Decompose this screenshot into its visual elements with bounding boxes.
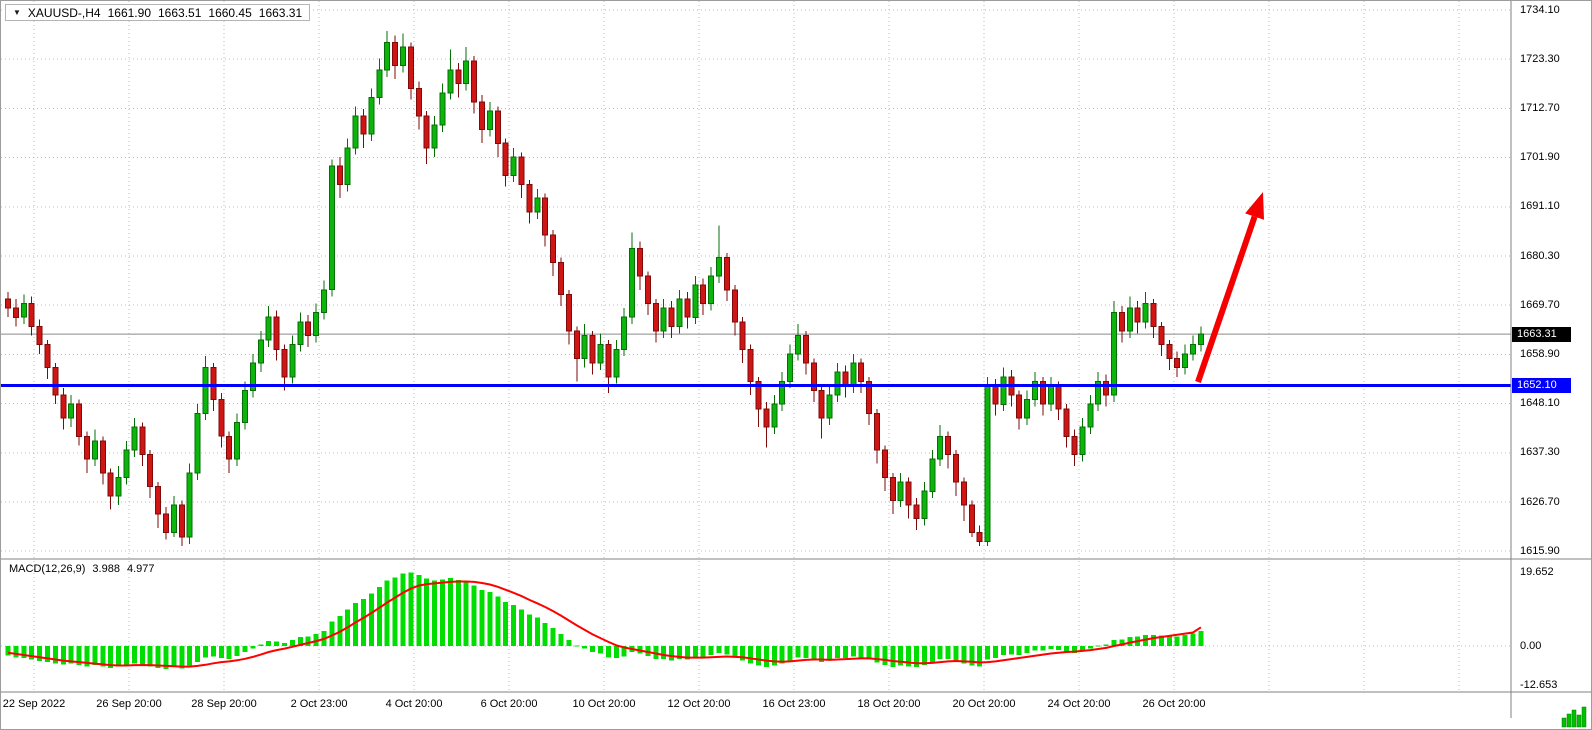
price-axis-label: 1734.10 <box>1520 3 1560 16</box>
macd-signal-line <box>7 580 1202 668</box>
price-axis-label: 1712.70 <box>1520 101 1560 114</box>
macd-indicator-legend: MACD(12,26,9) 3.988 4.977 <box>9 563 154 575</box>
date-axis-label: 20 Oct 20:00 <box>952 698 1016 710</box>
date-axis-label: 24 Oct 20:00 <box>1047 698 1111 710</box>
candles-series <box>5 31 1204 547</box>
price-axis-label: 1615.90 <box>1520 544 1560 557</box>
price-axis-label: 1691.10 <box>1520 200 1560 213</box>
macd-signal-value: 4.977 <box>126 563 155 575</box>
price-axis-label: 1658.90 <box>1520 347 1560 360</box>
grid-lines <box>1 1 1511 692</box>
macd-main-value: 3.988 <box>92 563 120 575</box>
trend-arrow-annotation[interactable] <box>1195 192 1264 383</box>
support-line-price-tag: 1652.10 <box>1512 378 1571 393</box>
price-axis-label: 1680.30 <box>1520 249 1560 262</box>
date-axis-label: 6 Oct 20:00 <box>480 698 538 710</box>
open-value: 1661.90 <box>107 5 151 20</box>
date-axis-label: 28 Sep 20:00 <box>191 698 257 710</box>
price-axis-label: 1669.70 <box>1520 298 1560 311</box>
legend-collapse-icon[interactable]: ▼ <box>13 8 21 17</box>
date-axis-label: 22 Sep 2022 <box>2 698 66 710</box>
macd-name-label: MACD(12,26,9) <box>9 563 86 575</box>
price-axis-label: 1648.10 <box>1520 397 1560 410</box>
price-axis[interactable]: 1734.10 1723.30 1712.70 1701.90 1691.10 1680.… <box>1511 1 1591 718</box>
macd-axis-label: 19.652 <box>1520 565 1554 578</box>
time-axis[interactable]: 22 Sep 2022 26 Sep 20:00 28 Sep 20:00 2 Oct… <box>1 693 1511 718</box>
symbol-timeframe-label: XAUUSD-,H4 <box>27 5 101 20</box>
low-value: 1660.45 <box>208 5 252 20</box>
date-axis-label: 18 Oct 20:00 <box>857 698 921 710</box>
macd-histogram <box>5 572 1204 669</box>
macd-axis-label: -12.653 <box>1520 678 1558 691</box>
date-axis-label: 2 Oct 23:00 <box>290 698 348 710</box>
mini-histogram-icon <box>1561 706 1587 728</box>
price-axis-label: 1626.70 <box>1520 495 1560 508</box>
price-axis-label: 1637.30 <box>1520 446 1560 459</box>
current-price-tag: 1663.31 <box>1512 326 1571 342</box>
date-axis-label: 26 Oct 20:00 <box>1142 698 1206 710</box>
date-axis-label: 12 Oct 20:00 <box>667 698 731 710</box>
price-axis-label: 1701.90 <box>1520 151 1560 164</box>
date-axis-label: 10 Oct 20:00 <box>572 698 636 710</box>
chart-legend: ▼ XAUUSD-,H4 1661.90 1663.51 1660.45 166… <box>5 4 311 21</box>
macd-axis-label: 0.00 <box>1520 639 1542 652</box>
date-axis-label: 16 Oct 23:00 <box>762 698 826 710</box>
price-axis-label: 1723.30 <box>1520 52 1560 65</box>
high-value: 1663.51 <box>158 5 202 20</box>
date-axis-label: 26 Sep 20:00 <box>96 698 162 710</box>
date-axis-label: 4 Oct 20:00 <box>385 698 443 710</box>
close-value: 1663.31 <box>258 5 303 20</box>
